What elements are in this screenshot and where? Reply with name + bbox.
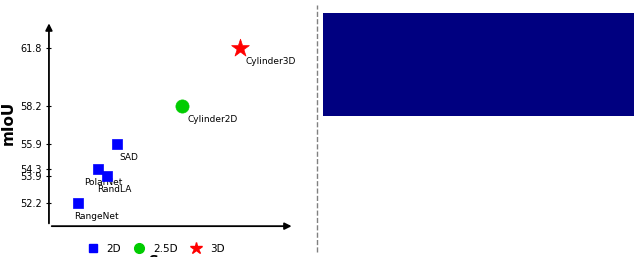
Point [177,104,187,108]
Legend: 2D, 2.5D, 3D: 2D, 2.5D, 3D [78,240,228,257]
X-axis label: Space: Space [149,254,196,257]
Text: Cylinder3D: Cylinder3D [246,57,296,66]
Text: RangeNet: RangeNet [75,212,119,221]
Point [236,46,246,50]
Point [73,201,83,206]
Point [93,168,104,172]
Point [111,142,122,146]
Point [102,174,113,178]
Text: RandLA: RandLA [97,185,132,194]
Y-axis label: mIoU: mIoU [1,101,15,145]
Text: PolarNet: PolarNet [84,178,122,187]
Text: Cylinder2D: Cylinder2D [188,115,237,124]
Text: SAD: SAD [120,152,138,161]
